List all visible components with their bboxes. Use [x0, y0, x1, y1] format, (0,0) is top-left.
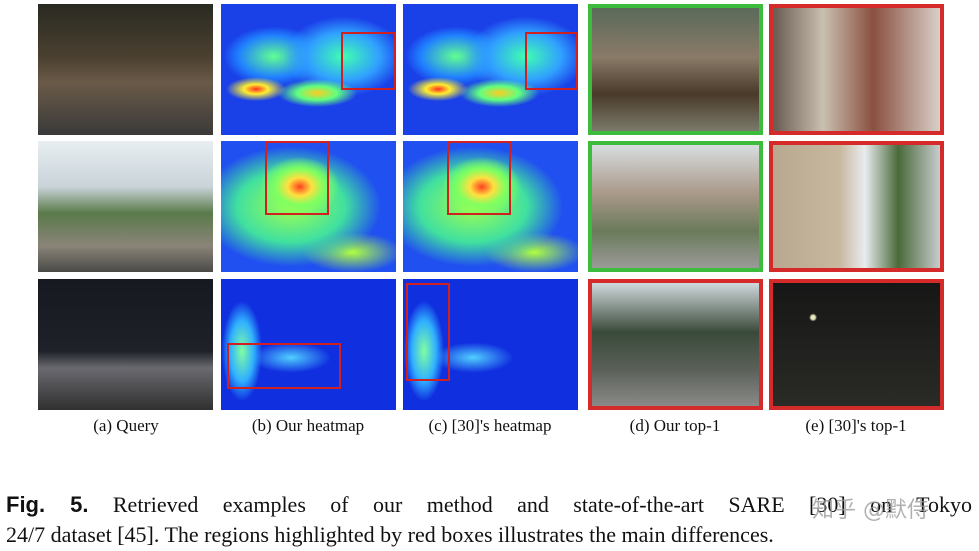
highlight-box [525, 32, 578, 90]
caption-line: Fig. 5. Retrieved examples of our method… [6, 492, 972, 518]
highlight-box [227, 343, 341, 389]
highlight-box [447, 141, 511, 215]
caption-text: Retrieved examples of our method and sta… [112, 492, 972, 517]
panel-label: (e) [30]'s top-1 [805, 416, 907, 435]
heatmap [403, 141, 578, 272]
panel-label: (a) Query [93, 416, 159, 435]
retrieved-image [588, 4, 763, 135]
caption-text: 24/7 dataset [45]. The regions highlight… [6, 522, 774, 547]
panel-label: (c) [30]'s heatmap [428, 416, 552, 435]
retrieved-image [769, 141, 944, 272]
heatmap [403, 279, 578, 410]
highlight-box [265, 141, 329, 215]
highlight-box [406, 283, 450, 381]
retrieved-image [769, 279, 944, 410]
highlight-box [341, 32, 396, 90]
query-image [38, 279, 213, 410]
heatmap [221, 279, 396, 410]
heatmap [403, 4, 578, 135]
caption-line: 24/7 dataset [45]. The regions highlight… [6, 522, 972, 548]
query-image [38, 4, 213, 135]
heatmap [221, 141, 396, 272]
heatmap [221, 4, 396, 135]
panel-label: (d) Our top-1 [629, 416, 721, 435]
caption-label: Fig. 5. [6, 492, 89, 517]
retrieved-image [588, 141, 763, 272]
retrieved-image [588, 279, 763, 410]
query-image [38, 141, 213, 272]
retrieved-image [769, 4, 944, 135]
panel-label: (b) Our heatmap [251, 416, 365, 435]
watermark: 知乎 @默侍 [812, 498, 929, 523]
